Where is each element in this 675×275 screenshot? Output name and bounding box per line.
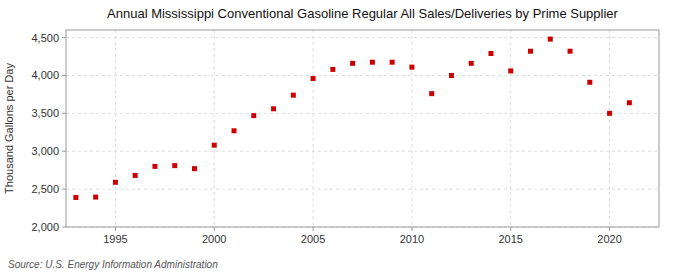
source-note: Source: U.S. Energy Information Administ…	[8, 259, 218, 270]
tick-x	[510, 227, 511, 231]
point	[350, 61, 355, 66]
point	[93, 195, 98, 200]
point	[449, 73, 454, 78]
point	[528, 49, 533, 54]
tick-x	[313, 227, 314, 231]
data-points	[73, 37, 631, 200]
background	[0, 0, 675, 275]
point	[113, 180, 118, 185]
point	[232, 128, 237, 133]
plot-frame	[66, 30, 659, 227]
point	[508, 68, 513, 73]
tick-label-y: 3,500	[31, 107, 59, 119]
chart-title: Annual Mississippi Conventional Gasoline…	[107, 6, 619, 21]
point	[390, 60, 395, 65]
tick-label-y: 2,500	[31, 183, 59, 195]
tick-y	[62, 75, 66, 76]
point	[429, 91, 434, 96]
grid-line-y	[66, 75, 659, 76]
point	[488, 51, 493, 56]
grid-line-x	[115, 30, 116, 227]
tick-y	[62, 189, 66, 190]
tick-label-y: 4,500	[31, 32, 59, 44]
tick-label-x: 2010	[400, 233, 424, 245]
point	[152, 164, 157, 169]
chart-svg: 1995 2000 2005 2010 2015 2020 2,000 2,500 3,000 3…	[0, 0, 675, 275]
grid-line-x	[214, 30, 215, 227]
point	[409, 65, 414, 70]
tick-label-y: 3,000	[31, 145, 59, 157]
point	[291, 93, 296, 98]
tick-x	[214, 227, 215, 231]
grid-line-y	[66, 189, 659, 190]
point	[251, 113, 256, 118]
point	[271, 106, 276, 111]
point	[73, 195, 78, 200]
point	[311, 76, 316, 81]
tick-label-x: 1995	[103, 233, 127, 245]
grid-line-x	[411, 30, 412, 227]
grid-line-x	[313, 30, 314, 227]
point	[607, 111, 612, 116]
grid-line-y	[66, 37, 659, 38]
tick-y	[62, 227, 66, 228]
point	[627, 100, 632, 105]
tick-x	[115, 227, 116, 231]
point	[212, 143, 217, 148]
tick-x	[609, 227, 610, 231]
point	[587, 80, 592, 85]
grid	[66, 30, 659, 227]
tick-label-x: 2000	[202, 233, 226, 245]
tick-label-x: 2005	[301, 233, 325, 245]
point	[548, 37, 553, 42]
grid-line-x	[609, 30, 610, 227]
tick-label-x: 2015	[499, 233, 523, 245]
tick-y	[62, 113, 66, 114]
tick-label-y: 4,000	[31, 69, 59, 81]
point	[330, 67, 335, 72]
point	[172, 163, 177, 168]
tick-y	[62, 37, 66, 38]
y-axis-label: Thousand Gallons per Day	[3, 63, 15, 194]
grid-line-y	[66, 151, 659, 152]
tick-label-x: 2020	[597, 233, 621, 245]
grid-line-y	[66, 113, 659, 114]
tick-y	[62, 151, 66, 152]
point	[133, 173, 138, 178]
axes: 1995 2000 2005 2010 2015 2020 2,000 2,500 3,000 3…	[31, 32, 621, 245]
grid-line-x	[510, 30, 511, 227]
tick-label-y: 2,000	[31, 221, 59, 233]
point	[469, 61, 474, 66]
point	[568, 49, 573, 54]
point	[370, 60, 375, 65]
point	[192, 166, 197, 171]
tick-x	[411, 227, 412, 231]
